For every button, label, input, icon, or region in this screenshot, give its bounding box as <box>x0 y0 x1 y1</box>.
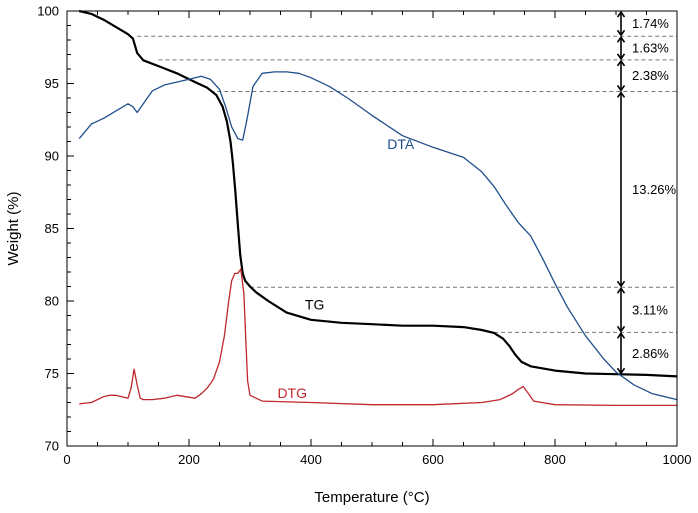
mass-loss-arrow-head <box>616 286 626 294</box>
y-tick-label: 75 <box>45 366 59 381</box>
y-tick-label: 70 <box>45 439 59 454</box>
mass-loss-label: 2.86% <box>632 346 669 361</box>
y-tick-label: 100 <box>37 4 59 19</box>
mass-loss-label: 2.38% <box>632 68 669 83</box>
series-label-tg: TG <box>305 297 324 313</box>
y-tick-label: 80 <box>45 294 59 309</box>
x-tick-label: 200 <box>178 452 200 467</box>
mass-loss-arrow-head <box>616 325 626 333</box>
mass-loss-arrow-head <box>616 59 626 67</box>
y-tick-label: 85 <box>45 221 59 236</box>
mass-loss-label: 1.74% <box>632 16 669 31</box>
x-tick-label: 1000 <box>663 452 692 467</box>
y-axis-title: Weight (%) <box>5 192 22 266</box>
axes-group: 0 200 400 600 800 1000 70 75 80 85 90 95 100 <box>37 4 691 468</box>
mass-loss-arrow-head <box>616 331 626 339</box>
x-tick-label: 800 <box>544 452 566 467</box>
series-group: TG DTA DTG <box>78 9 678 407</box>
mass-loss-label: 3.11% <box>632 302 668 317</box>
mass-loss-arrow-head <box>616 29 626 37</box>
plot-frame <box>66 10 678 447</box>
series-label-dtg: DTG <box>277 385 307 401</box>
x-tick-label: 0 <box>63 452 70 467</box>
mass-loss-arrow-head <box>616 280 626 288</box>
mass-loss-arrow-head <box>616 35 626 43</box>
x-axis-title: Temperature (°C) <box>314 489 429 506</box>
mass-loss-arrow-head <box>616 10 626 18</box>
x-tick-label: 400 <box>300 452 322 467</box>
mass-loss-arrow-head <box>616 53 626 61</box>
mass-loss-arrow-head <box>616 85 626 92</box>
mass-loss-arrow-head <box>616 91 626 98</box>
mass-loss-label: 13.26% <box>632 182 677 197</box>
y-tick-label: 95 <box>45 76 59 91</box>
y-tick-label: 90 <box>45 149 59 164</box>
series-line-dta <box>78 71 678 401</box>
mass-loss-arrows-group: 1.74% 1.63% 2.38% 13.26% 3.11% 2.86% <box>616 10 677 375</box>
reference-lines-group <box>137 35 677 333</box>
series-label-dta: DTA <box>387 136 415 152</box>
mass-loss-label: 1.63% <box>632 41 669 56</box>
series-line-tg <box>78 9 678 378</box>
x-tick-label: 600 <box>422 452 444 467</box>
series-line-dtg <box>79 268 677 407</box>
mass-loss-arrow-head <box>616 367 626 375</box>
